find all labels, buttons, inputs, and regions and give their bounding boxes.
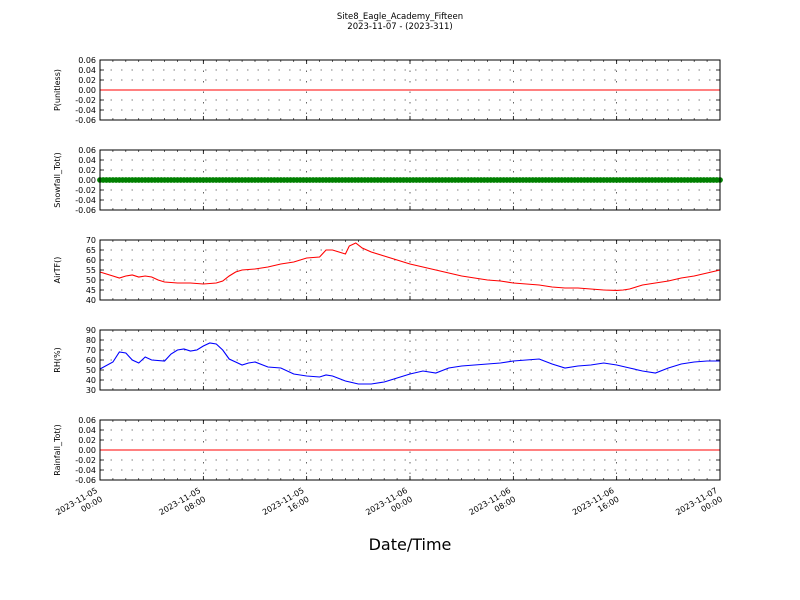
y-tick-label: -0.02 [75,96,96,105]
y-tick-label: 70 [86,346,96,355]
panel-2: -0.06-0.04-0.020.000.020.040.06 Snowfall_… [53,146,723,215]
y-tick-label: 50 [86,366,96,375]
x-axis-label: Date/Time [369,535,452,554]
panel-frame [99,419,721,481]
chart-subtitle: 2023-11-07 - (2023-311) [347,22,452,32]
y-tick-label: 90 [86,326,96,335]
y-tick-label: 0.06 [78,146,96,155]
x-tick-label: 2023-11-0608:00 [468,486,518,526]
panel-frame [99,149,721,211]
y-tick-label: 0.04 [78,426,96,435]
chart-title: Site8_Eagle_Academy_Fifteen [337,12,463,22]
y-tick-label: 80 [86,336,96,345]
y-tick-label: 0.04 [78,156,96,165]
panel-5: -0.06-0.04-0.020.000.020.040.06 Rainfall_… [53,416,721,485]
y-tick-label: 45 [86,286,96,295]
y-tick-label: 0.02 [78,166,96,175]
x-axis: 2023-11-0500:00 2023-11-0508:00 2023-11-05… [54,486,724,526]
y-axis-label: P(unitless) [53,69,62,111]
y-tick-label: 0.06 [78,416,96,425]
y-tick-label: 30 [86,386,96,395]
y-tick-label: -0.04 [75,106,96,115]
x-tick-label: 2023-11-0500:00 [54,486,104,526]
y-axis-label: Rainfall_Tot() [53,424,62,476]
panel-1: -0.06-0.04-0.020.000.020.040.06 P(unitles… [53,56,721,125]
y-tick-label: 0.04 [78,66,96,75]
y-tick-label: 55 [86,266,96,275]
y-tick-label: 0.02 [78,76,96,85]
y-tick-label: 40 [86,296,96,305]
y-tick-label: -0.04 [75,196,96,205]
y-tick-label: 70 [86,236,96,245]
x-tick-label: 2023-11-0508:00 [158,486,208,526]
y-tick-label: 0.00 [78,86,96,95]
series-line [99,342,720,385]
y-tick-label: -0.04 [75,466,96,475]
panel-frame [99,59,721,121]
y-tick-label: 0.00 [78,176,96,185]
y-tick-label: 0.06 [78,56,96,65]
y-tick-label: -0.02 [75,456,96,465]
y-tick-label: 65 [86,246,96,255]
x-tick-label: 2023-11-0516:00 [261,486,311,526]
y-axis-label: RH(%) [53,347,62,372]
y-tick-label: 60 [86,256,96,265]
panel-frame [99,239,721,301]
y-tick-label: 0.00 [78,446,96,455]
y-tick-label: -0.06 [75,206,96,215]
y-axis-label: Snowfall_Tot() [53,152,62,208]
x-tick-label: 2023-11-0600:00 [364,486,414,526]
y-tick-label: -0.06 [75,116,96,125]
y-tick-label: 40 [86,376,96,385]
y-tick-label: 60 [86,356,96,365]
panel-frame [99,329,721,391]
y-axis-label: AirTF() [53,257,62,284]
series-line [99,242,721,291]
x-tick-label: 2023-11-0616:00 [571,486,621,526]
y-tick-label: 0.02 [78,436,96,445]
y-tick-label: 50 [86,276,96,285]
panels-layer: -0.06-0.04-0.020.000.020.040.06P(unitles… [53,56,723,485]
x-tick-label: 2023-11-0700:00 [674,486,724,526]
y-tick-label: -0.02 [75,186,96,195]
y-tick-label: -0.06 [75,476,96,485]
